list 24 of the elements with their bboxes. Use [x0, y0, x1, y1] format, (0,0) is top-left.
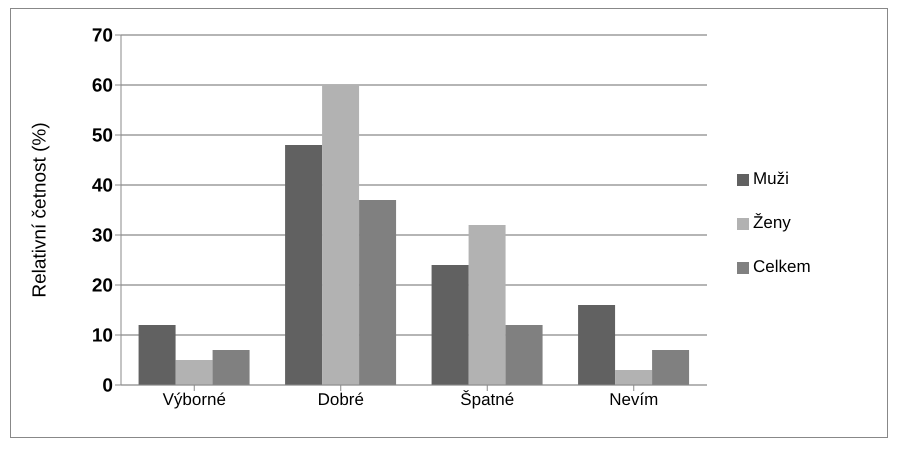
bar: [176, 360, 213, 385]
y-tick-label: 30: [92, 226, 113, 247]
legend-label: Celkem: [753, 257, 811, 276]
y-tick-label: 10: [92, 326, 113, 347]
y-tick-label: 0: [102, 376, 113, 397]
x-tick-label: Špatné: [460, 390, 514, 410]
bar: [432, 265, 469, 385]
y-tick-label: 60: [92, 76, 113, 97]
bar: [322, 85, 360, 385]
legend-label: Muži: [753, 169, 789, 188]
y-tick-label: 40: [92, 176, 113, 197]
y-tick-label: 50: [92, 126, 113, 147]
legend-label: Ženy: [753, 213, 791, 232]
x-tick-label: Výborné: [162, 390, 226, 410]
bar: [578, 305, 616, 385]
bar: [138, 325, 176, 385]
bar: [615, 370, 652, 385]
bar: [285, 145, 322, 385]
y-tick-label: 20: [92, 276, 113, 297]
x-tick-label: Nevím: [609, 390, 658, 410]
y-axis-title: Relativní četnost (%): [30, 122, 51, 298]
x-tick-label: Dobré: [318, 390, 364, 410]
y-tick-label: 70: [92, 26, 113, 47]
bar: [468, 225, 506, 385]
